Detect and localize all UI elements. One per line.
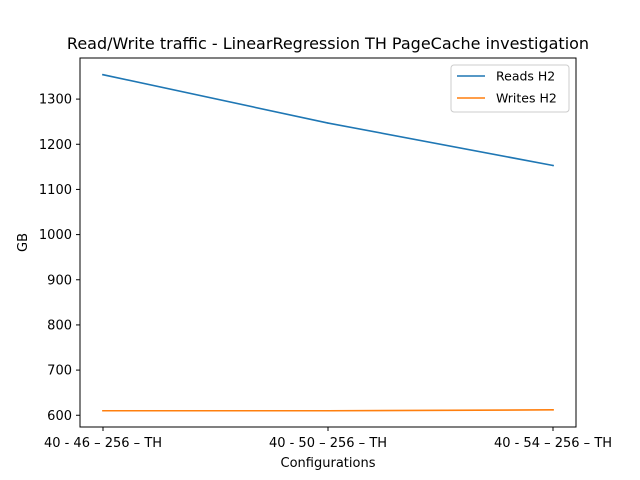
- y-tick-label: 1000: [39, 228, 72, 243]
- legend-label: Reads H2: [496, 69, 555, 84]
- plot-area-frame: [79, 57, 577, 428]
- data-point: [552, 164, 554, 167]
- series-lines: [102, 73, 554, 412]
- y-tick-label: 800: [47, 318, 72, 333]
- y-tick-label: 1300: [39, 93, 72, 108]
- data-point: [552, 409, 554, 411]
- x-tick-label: 40 - 54 – 256 – TH: [494, 436, 612, 451]
- y-tick-label: 700: [47, 364, 72, 379]
- data-point: [327, 122, 329, 124]
- legend: Reads H2 Writes H2: [450, 64, 570, 113]
- x-axis-ticks: 40 - 46 – 256 – TH 40 - 50 – 256 – TH 40 -…: [44, 427, 612, 451]
- legend-label: Writes H2: [496, 91, 557, 106]
- data-point: [102, 409, 104, 412]
- y-tick-label: 900: [47, 273, 72, 288]
- x-axis-label: Configurations: [281, 456, 376, 471]
- y-axis-label: GB: [16, 233, 31, 252]
- x-tick-label: 40 - 50 – 256 – TH: [269, 436, 387, 451]
- y-tick-label: 1100: [39, 183, 72, 198]
- y-tick-label: 1200: [39, 138, 72, 153]
- chart-title: Read/Write traffic - LinearRegression TH…: [67, 34, 589, 53]
- y-tick-label: 600: [47, 409, 72, 424]
- data-point: [102, 73, 104, 76]
- x-tick-label: 40 - 46 – 256 – TH: [44, 436, 162, 451]
- data-point: [327, 409, 329, 412]
- y-axis-ticks: 600 700 800 900 1000 1100 1200 1300: [39, 93, 80, 424]
